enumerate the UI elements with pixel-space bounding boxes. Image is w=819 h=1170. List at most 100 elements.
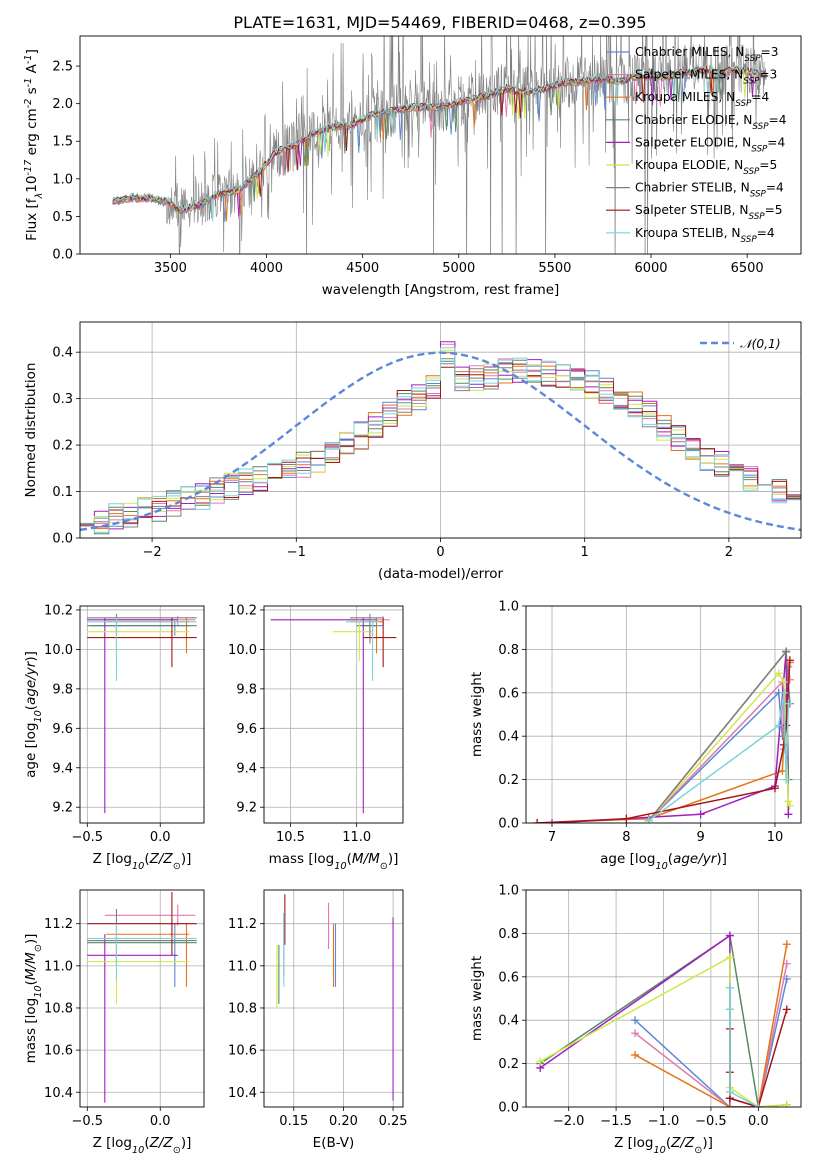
x-tick-label: 3500: [154, 261, 187, 276]
legend-entry: Salpeter ELODIE, NSSP=4: [635, 135, 786, 154]
series-marker: [644, 816, 653, 823]
x-tick-label: −1.0: [648, 1114, 680, 1129]
plot-area: [112, 36, 767, 254]
legend-entry: Kroupa MILES, NSSP=4: [635, 90, 770, 109]
y-tick-label: 10.6: [228, 1044, 257, 1059]
text-part: ⊙: [33, 944, 44, 952]
y-tick-label: 0.6: [498, 970, 519, 985]
y-tick-label: 10.6: [44, 1044, 73, 1059]
x-tick-label: −0.5: [72, 830, 104, 845]
mass-vs-extinction-panel: 0.15 0.20 0.25 10.4 10.6 10.8 11.0 11.2 E(B-V): [228, 889, 408, 1151]
text-part: SSP: [751, 144, 768, 154]
y-tick-label: 0.2: [52, 439, 73, 454]
y-tick-label: 11.0: [44, 959, 73, 974]
text-part: 𝒩(0,1): [740, 337, 781, 351]
mass-vs-metallicity-panel: −0.5 0.010.410.610.811.011.2Z [log10(Z/Z⊙…: [23, 889, 205, 1156]
series-marker: [770, 784, 779, 793]
x-tick-label: −2: [143, 545, 162, 560]
text-part: 10: [24, 176, 40, 193]
y-tick-label: 2.0: [52, 97, 73, 112]
text-part: Z/Z: [670, 1135, 695, 1151]
text-part: M/M: [352, 851, 380, 867]
text-part: age [log: [600, 851, 655, 867]
legend-entry: 𝒩(0,1): [740, 337, 781, 351]
text-part: Chabrier ELODIE, N: [635, 113, 752, 127]
text-part: Kroupa MILES, N: [635, 90, 735, 104]
y-tick-label: 0.1: [52, 485, 73, 500]
text-part: =4: [767, 135, 785, 149]
series-line: [539, 934, 759, 1107]
spectrum-data-line: [112, 36, 767, 254]
y-tick-label: 10.0: [44, 643, 73, 658]
y-tick-label: 0.4: [498, 1014, 519, 1029]
text-part: ⊙: [173, 1145, 181, 1156]
text-part: =4: [751, 90, 769, 104]
text-part: Kroupa ELODIE, N: [635, 158, 743, 172]
x-tick-label: 0.0: [150, 830, 171, 845]
y-tick-label: 9.2: [52, 801, 73, 816]
x-axis-label: Z [log10(Z/Z⊙)]: [93, 1135, 192, 1156]
legend-entry: Kroupa ELODIE, NSSP=5: [635, 158, 777, 177]
y-axis-label: Flux [fλ10-17 erg cm-2 s-1 A-1]: [23, 49, 45, 241]
y-tick-label: 10.8: [228, 1001, 257, 1016]
x-tick-label: 5500: [538, 261, 571, 276]
x-tick-label: 0.0: [748, 1114, 769, 1129]
series-marker: [725, 1005, 734, 1014]
legend-entry: Chabrier ELODIE, NSSP=4: [635, 113, 787, 132]
series-line: [537, 662, 791, 823]
x-tick-label: 0: [436, 545, 444, 560]
x-axis-label: Z [log10(Z/Z⊙)]: [93, 851, 192, 872]
gaussian-curve: [80, 351, 801, 532]
y-tick-label: 10.8: [44, 1001, 73, 1016]
x-tick-label: 6500: [731, 261, 764, 276]
series-marker: [631, 1050, 640, 1059]
y-tick-label: 1.0: [52, 172, 73, 187]
axes-frame: [79, 605, 205, 824]
x-tick-label: 7: [548, 830, 556, 845]
y-axis-label: mass weight: [469, 672, 485, 757]
text-part: age/yr: [23, 660, 39, 705]
model-spectrum-line: [112, 65, 767, 212]
text-part: (: [666, 1135, 671, 1151]
series-marker: [622, 814, 631, 823]
series-marker: [696, 810, 705, 819]
x-axis-label: age [log10(age/yr)]: [600, 851, 727, 872]
page-title: PLATE=1631, MJD=54469, FIBERID=0468, z=0…: [233, 13, 646, 32]
series-marker: [782, 721, 791, 730]
y-tick-label: 1.0: [498, 884, 519, 899]
x-tick-label: −1.5: [600, 1114, 632, 1129]
y-tick-label: 0.6: [498, 686, 519, 701]
axes-frame: [525, 889, 802, 1108]
text-part: (data-model)/error: [378, 566, 504, 582]
legend-entry: Salpeter MILES, NSSP=3: [635, 68, 777, 87]
text-part: =3: [759, 68, 777, 82]
text-part: SSP: [752, 122, 769, 132]
y-tick-label: 10.4: [228, 1086, 257, 1101]
series-marker: [779, 677, 788, 686]
text-part: mass [log: [269, 851, 335, 867]
x-tick-label: 9: [697, 830, 705, 845]
text-part: mass [log: [23, 998, 39, 1064]
y-tick-label: 11.0: [228, 959, 257, 974]
series-marker: [548, 819, 557, 823]
text-part: )]: [702, 1135, 713, 1151]
series-marker: [725, 953, 734, 962]
x-tick-label: 10.5: [276, 830, 305, 845]
series-marker: [536, 1057, 545, 1066]
x-axis-label: mass [log10(M/M⊙)]: [269, 851, 399, 872]
text-part: SSP: [750, 190, 767, 200]
y-tick-label: 0.3: [52, 392, 73, 407]
series-marker: [782, 1100, 791, 1107]
text-part: =4: [769, 113, 787, 127]
series-marker: [725, 1087, 734, 1096]
text-part: SSP: [735, 99, 752, 109]
text-part: erg cm: [24, 108, 40, 159]
text-part: =3: [761, 45, 779, 59]
series-line: [648, 691, 790, 822]
series-line: [729, 987, 759, 1107]
x-tick-label: −0.5: [72, 1114, 104, 1129]
x-axis-label: (data-model)/error: [378, 566, 504, 582]
text-part: (: [144, 851, 149, 867]
series-marker: [782, 647, 791, 656]
